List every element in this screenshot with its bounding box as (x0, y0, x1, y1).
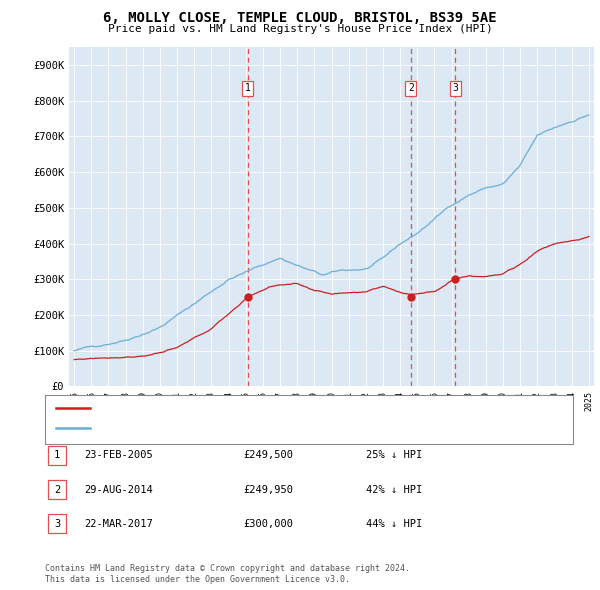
Text: £249,950: £249,950 (243, 485, 293, 494)
Text: 23-FEB-2005: 23-FEB-2005 (84, 451, 153, 460)
Text: 6, MOLLY CLOSE, TEMPLE CLOUD, BRISTOL, BS39 5AE (detached house): 6, MOLLY CLOSE, TEMPLE CLOUD, BRISTOL, B… (97, 404, 465, 413)
Text: 22-MAR-2017: 22-MAR-2017 (84, 519, 153, 529)
Text: Contains HM Land Registry data © Crown copyright and database right 2024.: Contains HM Land Registry data © Crown c… (45, 565, 410, 573)
Text: 3: 3 (54, 519, 60, 529)
Text: 2: 2 (408, 83, 414, 93)
Text: 3: 3 (452, 83, 458, 93)
Text: Price paid vs. HM Land Registry's House Price Index (HPI): Price paid vs. HM Land Registry's House … (107, 24, 493, 34)
Text: 1: 1 (245, 83, 251, 93)
Text: This data is licensed under the Open Government Licence v3.0.: This data is licensed under the Open Gov… (45, 575, 350, 584)
Text: 29-AUG-2014: 29-AUG-2014 (84, 485, 153, 494)
Text: £249,500: £249,500 (243, 451, 293, 460)
Text: 6, MOLLY CLOSE, TEMPLE CLOUD, BRISTOL, BS39 5AE: 6, MOLLY CLOSE, TEMPLE CLOUD, BRISTOL, B… (103, 11, 497, 25)
Text: 25% ↓ HPI: 25% ↓ HPI (366, 451, 422, 460)
Text: 42% ↓ HPI: 42% ↓ HPI (366, 485, 422, 494)
Text: HPI: Average price, detached house, Bath and North East Somerset: HPI: Average price, detached house, Bath… (97, 424, 465, 433)
Text: 2: 2 (54, 485, 60, 494)
Text: £300,000: £300,000 (243, 519, 293, 529)
Text: 44% ↓ HPI: 44% ↓ HPI (366, 519, 422, 529)
Text: 1: 1 (54, 451, 60, 460)
